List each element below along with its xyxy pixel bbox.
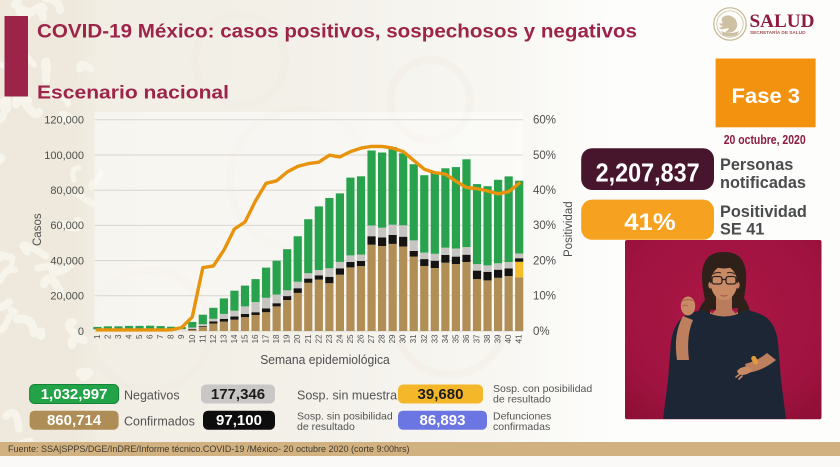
svg-text:Sosp. sin posibilidad: Sosp. sin posibilidad xyxy=(297,411,393,423)
svg-text:21: 21 xyxy=(304,334,313,343)
svg-text:860,714: 860,714 xyxy=(47,412,102,429)
svg-text:Positividad: Positividad xyxy=(720,203,807,221)
svg-text:41%: 41% xyxy=(624,209,676,236)
svg-text:14: 14 xyxy=(230,334,239,343)
svg-text:7: 7 xyxy=(156,334,165,339)
svg-text:28: 28 xyxy=(378,334,387,343)
svg-text:6: 6 xyxy=(146,334,155,339)
svg-text:37: 37 xyxy=(473,334,482,343)
svg-text:39: 39 xyxy=(494,334,503,343)
svg-text:22: 22 xyxy=(314,334,323,343)
svg-text:Fuente: SSA|SPPS/DGE/InDRE/Inf: Fuente: SSA|SPPS/DGE/InDRE/Informe técni… xyxy=(8,444,410,454)
svg-text:40,000: 40,000 xyxy=(50,255,84,267)
svg-text:32: 32 xyxy=(420,334,429,343)
svg-text:4: 4 xyxy=(125,334,134,339)
svg-text:33: 33 xyxy=(430,334,439,343)
svg-text:16: 16 xyxy=(251,334,260,343)
svg-text:Negativos: Negativos xyxy=(124,389,180,403)
svg-text:19: 19 xyxy=(283,334,292,343)
svg-text:Positividad: Positividad xyxy=(563,201,575,257)
svg-text:23: 23 xyxy=(325,334,334,343)
svg-text:10: 10 xyxy=(188,334,197,343)
svg-text:SALUD: SALUD xyxy=(750,12,815,32)
svg-text:10%: 10% xyxy=(533,291,556,303)
svg-text:Sosp. con posibilidad: Sosp. con posibilidad xyxy=(493,383,592,395)
svg-text:0: 0 xyxy=(78,326,84,338)
svg-text:34: 34 xyxy=(441,334,450,343)
svg-text:120,000: 120,000 xyxy=(44,115,84,127)
svg-text:40: 40 xyxy=(504,334,513,343)
svg-text:SE 41: SE 41 xyxy=(720,221,764,239)
svg-text:11: 11 xyxy=(198,334,207,343)
svg-text:20,000: 20,000 xyxy=(50,291,84,303)
svg-text:60,000: 60,000 xyxy=(50,220,84,232)
svg-text:SECRETARÍA DE SALUD: SECRETARÍA DE SALUD xyxy=(750,28,806,36)
svg-text:1: 1 xyxy=(93,334,102,339)
svg-text:2,207,837: 2,207,837 xyxy=(596,160,700,188)
svg-text:25: 25 xyxy=(346,334,355,343)
svg-text:41: 41 xyxy=(515,334,524,343)
svg-text:60%: 60% xyxy=(533,115,556,127)
svg-text:Sosp. sin muestra: Sosp. sin muestra xyxy=(297,389,397,403)
svg-text:20 octubre, 2020: 20 octubre, 2020 xyxy=(724,133,806,147)
svg-text:29: 29 xyxy=(388,334,397,343)
svg-text:8: 8 xyxy=(167,334,176,339)
svg-text:35: 35 xyxy=(451,334,460,343)
svg-text:36: 36 xyxy=(462,334,471,343)
svg-text:30: 30 xyxy=(399,334,408,343)
svg-text:20: 20 xyxy=(293,334,302,343)
svg-text:Defunciones: Defunciones xyxy=(493,411,551,423)
svg-text:24: 24 xyxy=(335,334,344,343)
svg-text:Casos: Casos xyxy=(32,213,44,246)
svg-text:38: 38 xyxy=(483,334,492,343)
svg-text:40%: 40% xyxy=(533,185,556,197)
svg-text:confirmadas: confirmadas xyxy=(493,421,550,433)
svg-text:9: 9 xyxy=(177,334,186,339)
svg-text:13: 13 xyxy=(219,334,228,343)
svg-text:Escenario nacional: Escenario nacional xyxy=(37,82,229,103)
svg-text:notificadas: notificadas xyxy=(720,174,806,192)
svg-text:39,680: 39,680 xyxy=(418,386,464,403)
svg-text:5: 5 xyxy=(135,334,144,339)
svg-text:31: 31 xyxy=(409,334,418,343)
svg-text:15: 15 xyxy=(241,334,250,343)
svg-text:27: 27 xyxy=(367,334,376,343)
svg-text:100,000: 100,000 xyxy=(44,150,84,162)
svg-text:80,000: 80,000 xyxy=(50,185,84,197)
svg-text:177,346: 177,346 xyxy=(211,386,265,403)
svg-text:26: 26 xyxy=(357,334,366,343)
svg-text:Confirmados: Confirmados xyxy=(124,415,195,429)
svg-text:Fase 3: Fase 3 xyxy=(732,84,801,108)
svg-text:2: 2 xyxy=(103,334,112,339)
svg-text:1,032,997: 1,032,997 xyxy=(41,386,108,403)
svg-text:86,893: 86,893 xyxy=(420,412,466,429)
svg-text:Semana epidemiológica: Semana epidemiológica xyxy=(260,352,390,367)
svg-text:de resultado: de resultado xyxy=(493,394,551,406)
svg-text:de resultado: de resultado xyxy=(297,421,355,433)
svg-text:Personas: Personas xyxy=(720,156,793,174)
svg-text:18: 18 xyxy=(272,334,281,343)
svg-text:3: 3 xyxy=(114,334,123,339)
svg-text:97,100: 97,100 xyxy=(216,412,262,429)
svg-text:17: 17 xyxy=(262,334,271,343)
svg-text:20%: 20% xyxy=(533,255,556,267)
svg-text:12: 12 xyxy=(209,334,218,343)
svg-text:0%: 0% xyxy=(533,326,550,338)
svg-text:COVID-19 México: casos positiv: COVID-19 México: casos positivos, sospec… xyxy=(37,20,637,42)
svg-text:30%: 30% xyxy=(533,220,556,232)
svg-text:50%: 50% xyxy=(533,150,556,162)
